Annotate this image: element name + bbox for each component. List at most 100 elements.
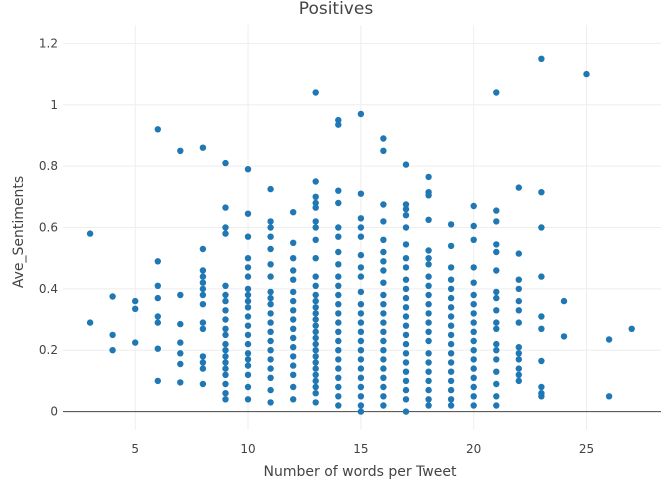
data-point[interactable] xyxy=(380,393,387,400)
data-point[interactable] xyxy=(538,224,545,231)
data-point[interactable] xyxy=(425,368,432,375)
data-point[interactable] xyxy=(493,402,500,409)
data-point[interactable] xyxy=(402,241,410,248)
data-point[interactable] xyxy=(290,316,297,323)
data-point[interactable] xyxy=(447,377,455,385)
data-point[interactable] xyxy=(222,331,229,339)
data-point[interactable] xyxy=(267,365,274,372)
data-point[interactable] xyxy=(447,331,455,339)
data-point[interactable] xyxy=(402,255,410,262)
data-point[interactable] xyxy=(244,331,252,339)
data-point[interactable] xyxy=(86,319,94,326)
data-point[interactable] xyxy=(290,239,297,246)
data-point[interactable] xyxy=(380,201,387,208)
data-point[interactable] xyxy=(357,233,365,240)
data-point[interactable] xyxy=(244,304,252,311)
data-point[interactable] xyxy=(335,282,342,289)
data-point[interactable] xyxy=(470,356,477,363)
data-point[interactable] xyxy=(447,276,455,283)
data-point[interactable] xyxy=(312,297,319,305)
data-point[interactable] xyxy=(380,374,387,381)
data-point[interactable] xyxy=(267,301,274,308)
data-point[interactable] xyxy=(470,202,477,210)
data-point[interactable] xyxy=(493,218,500,225)
data-point[interactable] xyxy=(335,328,342,335)
data-point[interactable] xyxy=(357,402,365,409)
data-point[interactable] xyxy=(222,396,229,403)
data-point[interactable] xyxy=(447,350,455,357)
data-point[interactable] xyxy=(312,390,319,397)
data-point[interactable] xyxy=(447,221,455,228)
data-point[interactable] xyxy=(335,291,342,299)
data-point[interactable] xyxy=(515,319,522,326)
data-point[interactable] xyxy=(244,371,252,378)
data-point[interactable] xyxy=(222,282,229,289)
data-point[interactable] xyxy=(493,319,500,326)
data-point[interactable] xyxy=(335,187,342,194)
data-point[interactable] xyxy=(290,362,297,369)
data-point[interactable] xyxy=(312,383,319,391)
data-point[interactable] xyxy=(154,377,161,385)
data-point[interactable] xyxy=(335,319,342,326)
data-point[interactable] xyxy=(493,241,500,248)
data-point[interactable] xyxy=(312,316,319,323)
data-point[interactable] xyxy=(312,204,319,211)
data-point[interactable] xyxy=(312,224,319,231)
data-point[interactable] xyxy=(177,360,184,368)
data-point[interactable] xyxy=(290,396,297,403)
data-point[interactable] xyxy=(199,273,207,280)
data-point[interactable] xyxy=(312,282,319,289)
data-point[interactable] xyxy=(154,258,161,265)
data-point[interactable] xyxy=(357,224,365,231)
data-point[interactable] xyxy=(290,371,297,378)
data-point[interactable] xyxy=(199,353,207,360)
data-point[interactable] xyxy=(312,353,319,360)
data-point[interactable] xyxy=(402,331,410,339)
data-point[interactable] xyxy=(493,248,500,256)
data-point[interactable] xyxy=(177,350,184,357)
data-point[interactable] xyxy=(244,255,252,262)
data-point[interactable] xyxy=(380,383,387,391)
data-point[interactable] xyxy=(267,328,274,335)
data-point[interactable] xyxy=(222,325,229,332)
data-point[interactable] xyxy=(402,294,410,302)
data-point[interactable] xyxy=(425,291,432,299)
data-point[interactable] xyxy=(199,325,207,332)
data-point[interactable] xyxy=(538,383,545,391)
data-point[interactable] xyxy=(222,230,229,237)
data-point[interactable] xyxy=(357,190,365,197)
data-point[interactable] xyxy=(402,161,410,168)
data-point[interactable] xyxy=(154,319,161,326)
data-point[interactable] xyxy=(515,365,522,372)
data-point[interactable] xyxy=(402,304,410,311)
data-point[interactable] xyxy=(222,159,229,167)
data-point[interactable] xyxy=(290,288,297,296)
data-point[interactable] xyxy=(267,337,274,345)
data-point[interactable] xyxy=(132,297,139,305)
data-point[interactable] xyxy=(244,291,252,299)
data-point[interactable] xyxy=(402,285,410,293)
data-point[interactable] xyxy=(470,291,477,299)
data-point[interactable] xyxy=(493,380,500,388)
data-point[interactable] xyxy=(425,301,432,308)
data-point[interactable] xyxy=(335,233,342,240)
data-point[interactable] xyxy=(515,344,522,351)
data-point[interactable] xyxy=(267,261,274,268)
data-point[interactable] xyxy=(154,345,161,352)
data-point[interactable] xyxy=(335,383,342,391)
data-point[interactable] xyxy=(560,333,568,340)
data-point[interactable] xyxy=(357,356,365,363)
data-point[interactable] xyxy=(267,288,274,296)
data-point[interactable] xyxy=(290,255,297,262)
data-point[interactable] xyxy=(267,294,274,302)
data-point[interactable] xyxy=(470,328,477,335)
data-point[interactable] xyxy=(357,301,365,308)
data-point[interactable] xyxy=(470,236,477,243)
data-point[interactable] xyxy=(199,144,207,151)
data-point[interactable] xyxy=(402,368,410,375)
data-point[interactable] xyxy=(470,279,477,286)
data-point[interactable] xyxy=(583,70,590,78)
data-point[interactable] xyxy=(402,224,410,231)
data-point[interactable] xyxy=(199,319,207,326)
data-point[interactable] xyxy=(222,365,229,372)
